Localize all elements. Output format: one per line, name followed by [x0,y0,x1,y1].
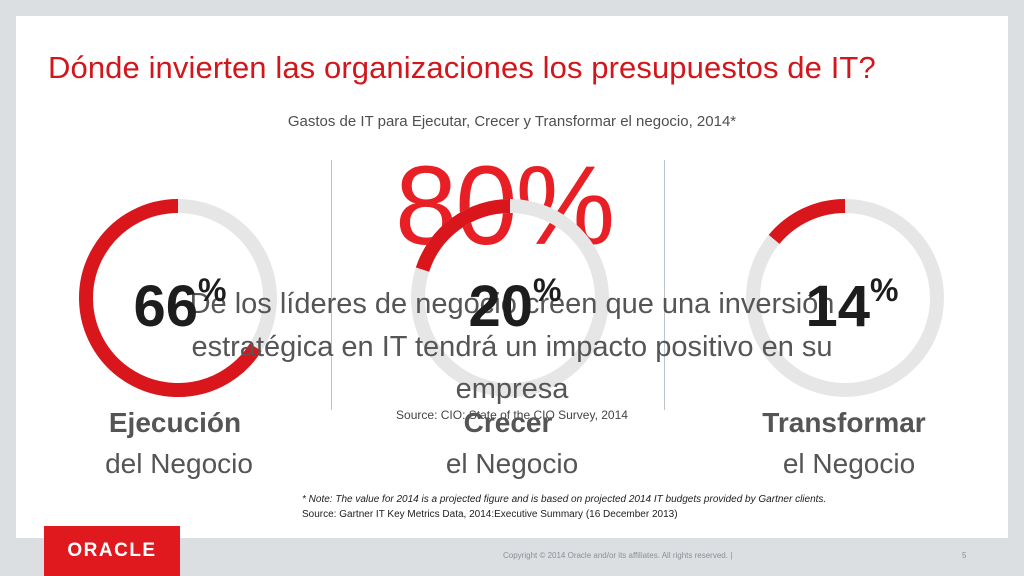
oracle-logo: ORACLE [44,526,180,576]
footnote: * Note: The value for 2014 is a projecte… [302,492,826,522]
ring-number: 66 [133,274,199,339]
ring-value-transformar: 14% [772,274,932,336]
percent-symbol: % [533,272,562,308]
headline-line-2: estratégica en IT tendrá un impacto posi… [191,331,833,363]
footnote-line-2: Source: Gartner IT Key Metrics Data, 201… [302,509,678,520]
label-ejecucion-sub: del Negocio [105,448,253,479]
label-transformar: Transformar [762,407,926,438]
ring-fill-ejecucion [79,199,262,397]
label-crecer-sub: el Negocio [445,448,579,479]
copyright: Copyright © 2014 Oracle and/or its affil… [503,551,733,560]
ring-number: 20 [468,274,534,339]
column-divider-left [331,160,332,410]
ring-transformar [746,199,944,397]
headline-line-3: empresa [455,373,569,405]
ring-fill-crecer [415,199,511,272]
headline-line-1: De los líderes de negocio creen que una … [189,288,835,320]
ring-value-ejecucion: 66% [100,274,260,336]
label-ejecucion: Ejecución [108,407,242,438]
ring-ejecucion [79,199,277,397]
label-crecer: Crecer [463,407,553,438]
slide [16,16,1008,538]
percent-symbol: % [198,272,227,308]
footnote-line-1: * Note: The value for 2014 is a projecte… [302,494,827,505]
label-transformar-sub: el Negocio [782,448,916,479]
oracle-logo-text: ORACLE [67,540,157,561]
ring-value-crecer: 20% [435,274,595,336]
slide-title: Dónde invierten las organizaciones los p… [48,50,876,85]
column-divider-right [664,160,665,410]
headline-source: Source: CIO: State of the CIO Survey, 20… [396,408,628,422]
ring-crecer [411,199,609,397]
page-number: 5 [962,551,967,560]
ring-number: 14 [805,274,871,339]
ring-fill-transformar [768,199,846,244]
slide-subtitle: Gastos de IT para Ejecutar, Crecer y Tra… [287,113,737,130]
percent-symbol: % [870,272,899,308]
